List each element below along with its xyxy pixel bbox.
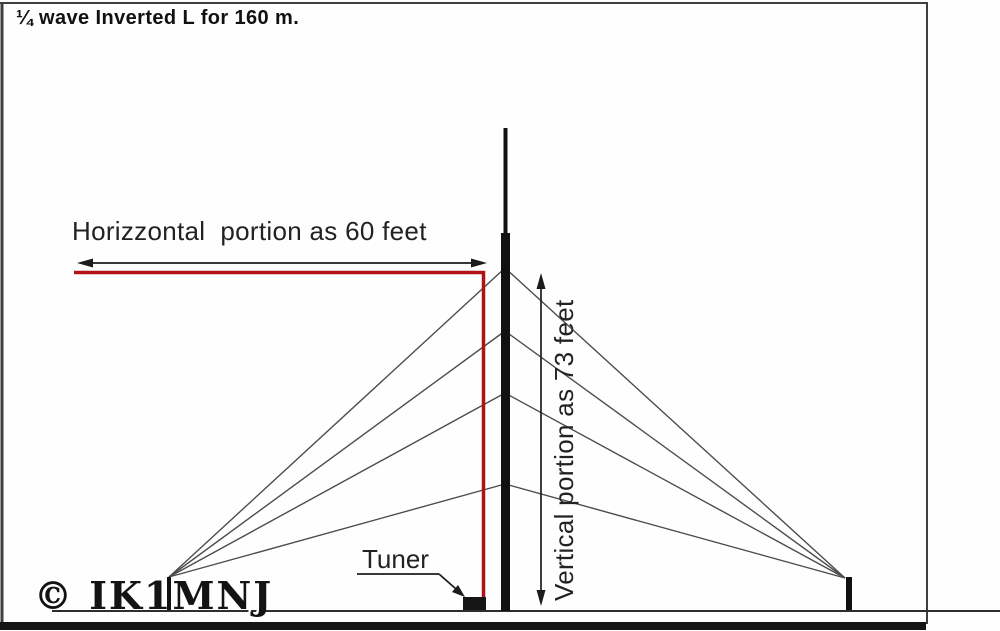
horizontal-portion-label: Horizzontal portion as 60 feet — [72, 216, 427, 246]
arrowhead-right-icon — [471, 258, 487, 268]
inverted-l-wire — [74, 270, 486, 599]
diagram-title: ¼ wave Inverted L for 160 m. — [16, 7, 300, 29]
guy-wire — [504, 267, 846, 579]
vertical-portion-label: Vertical portion as 73 feet — [549, 299, 579, 601]
guy-wire — [168, 330, 506, 578]
guy-wire — [504, 392, 846, 579]
guy-wire — [168, 267, 506, 578]
tuner-callout — [357, 573, 465, 597]
guy-wires-left — [168, 267, 506, 578]
guy-wire — [504, 483, 846, 579]
tuner-leader-line — [438, 573, 457, 590]
tuner-label: Tuner — [362, 544, 429, 574]
copyright-watermark: © IK1MNJ — [34, 573, 274, 618]
guy-wire — [504, 330, 846, 579]
bottom-bar — [0, 622, 926, 630]
arrowhead-left-icon — [77, 258, 93, 268]
arrowhead-up-icon — [536, 273, 546, 289]
arrowhead-down-icon — [536, 590, 546, 606]
tuner-box — [463, 597, 486, 610]
guy-wire — [168, 392, 506, 578]
vertical-dimension-arrow — [536, 273, 546, 606]
horizontal-dimension-arrow — [77, 258, 487, 268]
guy-wires-right — [504, 267, 846, 579]
guy-wire — [168, 483, 506, 578]
arrowhead-tuner-icon — [452, 585, 465, 597]
